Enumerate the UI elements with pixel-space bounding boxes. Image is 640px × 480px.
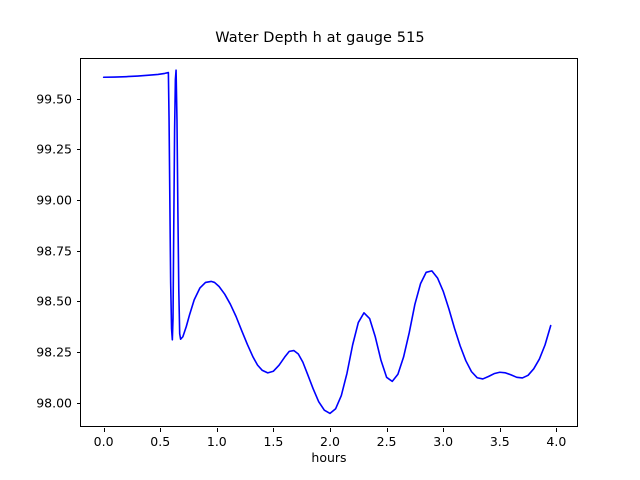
series-line-h xyxy=(102,69,552,415)
x-tick-mark xyxy=(160,428,162,432)
x-tick-label: 3.0 xyxy=(433,434,454,449)
y-tick-label: 99.25 xyxy=(36,141,72,157)
x-tick-mark xyxy=(556,428,558,432)
y-tick-label: 99.00 xyxy=(36,192,72,208)
plot-area: 0.0 0.5 1.0 1.5 2.0 2.5 3.0 3.5 4.0 xyxy=(80,58,578,449)
y-tick-mark xyxy=(76,402,80,404)
y-tick-mark xyxy=(76,351,80,353)
x-axis-label: hours xyxy=(311,450,347,465)
y-tick-mark xyxy=(76,98,80,100)
chart-title: Water Depth h at gauge 515 xyxy=(215,30,425,46)
x-tick-mark xyxy=(499,428,501,432)
x-tick-label: 4.0 xyxy=(546,434,567,449)
x-tick-mark xyxy=(443,428,445,432)
y-axis-labels: 98.00 98.25 98.50 98.75 99.00 99.25 99.50 xyxy=(0,58,80,427)
x-tick-label: 1.0 xyxy=(206,434,227,449)
x-tick-label: 2.5 xyxy=(376,434,397,449)
y-tick-label: 98.25 xyxy=(36,344,72,360)
x-tick-label: 2.0 xyxy=(320,434,340,449)
y-tick-label: 98.50 xyxy=(36,293,72,309)
x-tick-label: 0.5 xyxy=(150,434,171,449)
y-tick-mark xyxy=(76,149,80,151)
x-tick-label: 1.5 xyxy=(263,434,284,449)
x-tick-mark xyxy=(386,428,388,432)
x-tick-mark xyxy=(273,428,275,432)
y-tick-label: 99.50 xyxy=(36,91,72,107)
y-tick-label: 98.00 xyxy=(36,395,72,411)
y-tick-mark xyxy=(76,199,80,201)
y-tick-mark xyxy=(76,250,80,252)
x-tick-label: 3.5 xyxy=(489,434,510,449)
x-tick-mark xyxy=(216,428,218,432)
x-tick-mark xyxy=(330,428,331,432)
x-tick-label: 0.0 xyxy=(93,434,114,449)
x-tick-mark xyxy=(103,428,105,432)
y-tick-label: 98.75 xyxy=(36,243,72,259)
line-chart-canvas xyxy=(102,69,552,415)
y-tick-mark xyxy=(76,301,80,303)
